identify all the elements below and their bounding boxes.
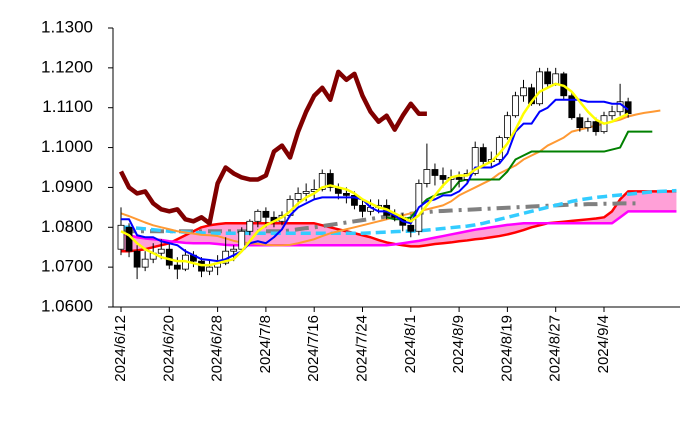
candle-body [439,175,447,180]
candle-body [117,224,125,250]
y-tick-label: 1.0700 [41,257,93,276]
y-tick-label: 1.1300 [41,17,93,36]
candle-body [302,191,310,194]
cloud-lower-line [120,210,677,247]
candle-body [230,248,238,252]
indicator-line [118,69,427,226]
candle-body [520,87,527,97]
candle-body [536,71,543,105]
candle-body [471,147,479,174]
x-tick-label: 2024/6/28 [209,315,226,382]
candle-body [608,111,616,117]
y-tick-label: 1.1100 [42,97,93,116]
candle-body [157,248,165,254]
x-tick-label: 2024/6/20 [160,315,177,382]
y-tick-label: 1.0800 [41,217,93,236]
indicator-line [121,98,629,263]
x-tick-label: 2024/7/24 [353,315,370,382]
candle-body [351,194,358,206]
candle-body [318,173,326,190]
x-tick-label: 2024/8/1 [402,315,419,373]
x-tick-label: 2024/8/9 [450,315,467,373]
candle-body [576,117,584,129]
indicator-line [121,188,677,236]
candle-body [294,193,302,200]
cloud-area [121,191,677,252]
indicator-line [386,130,653,221]
candle-body [479,147,487,162]
candle-body [568,95,576,119]
candle-body [165,248,173,266]
candle-body [125,226,133,252]
indicator-line [120,82,629,267]
x-tick-label: 2024/8/27 [547,315,564,382]
candle-body [407,224,415,232]
candle-body [455,177,463,180]
y-tick-label: 1.1000 [41,137,93,156]
candle-body [359,204,366,212]
candle-body [584,121,592,129]
x-tick-label: 2024/7/16 [305,315,322,382]
x-tick-label: 2024/8/19 [498,315,515,382]
x-tick-label: 2024/9/4 [595,315,612,373]
candle-body [342,193,350,196]
candle-body [254,210,262,222]
candle-body [423,169,431,184]
candle-body [141,258,149,268]
candle-body [326,173,334,188]
x-tick-label: 2024/7/8 [257,315,274,373]
candle-body [592,121,600,133]
candle-body [238,230,246,250]
candle-body [262,210,270,218]
candle-body [552,73,560,85]
y-tick-label: 1.1200 [41,57,93,76]
candle-body [431,169,439,176]
candle-body [544,71,552,85]
candle-body [173,264,181,270]
y-tick-label: 1.0900 [41,177,93,196]
candle-body [512,95,519,117]
x-tick-label: 2024/6/12 [112,315,129,382]
candle-body [503,115,511,139]
candle-body [206,266,213,272]
candle-body [246,220,254,232]
candle-body [133,250,141,268]
y-tick-label: 1.0600 [41,296,93,315]
